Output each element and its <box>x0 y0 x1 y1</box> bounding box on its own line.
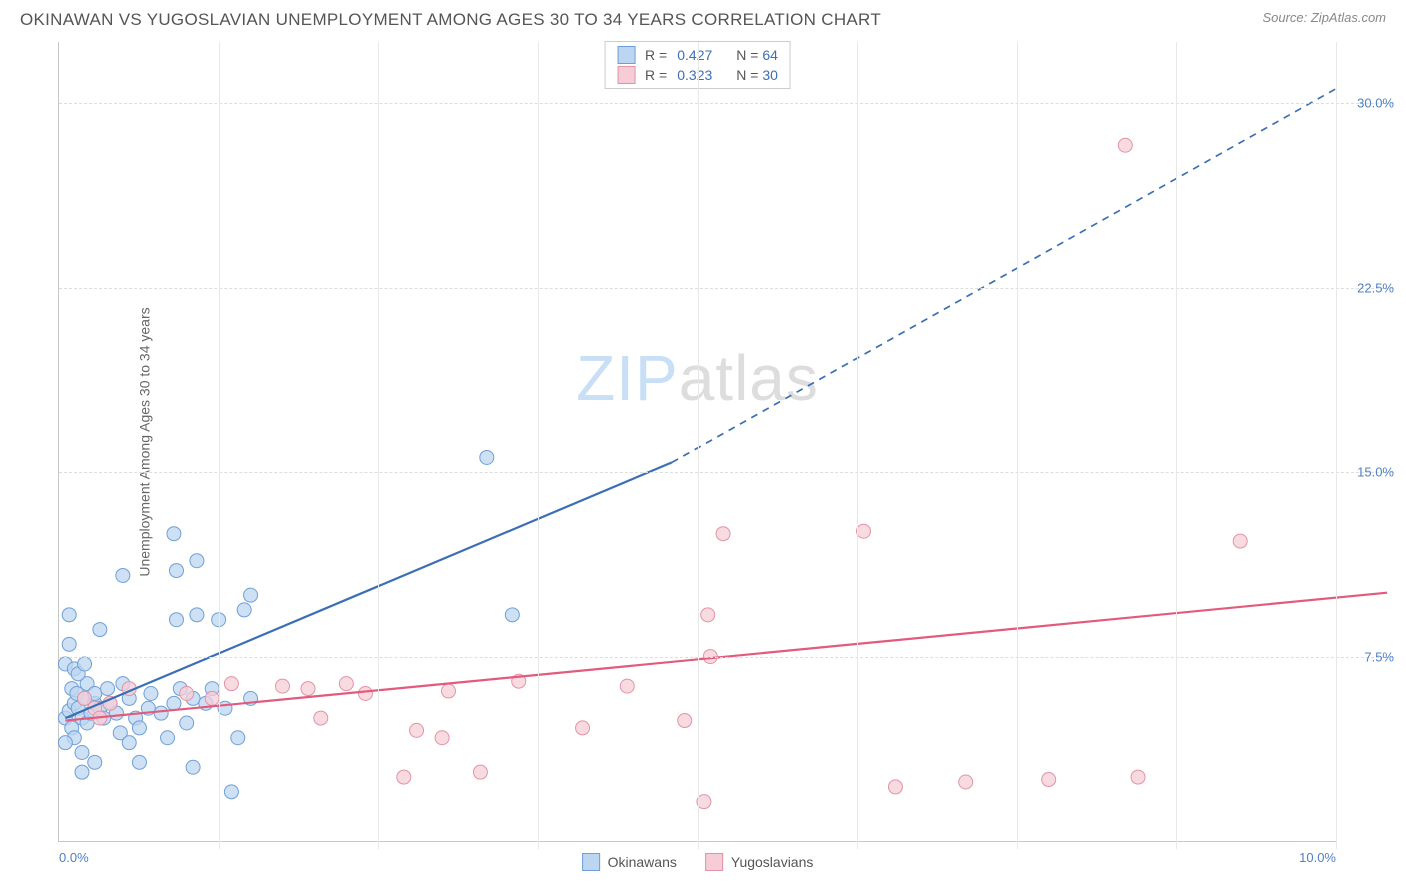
y-tick-label: 7.5% <box>1364 649 1394 664</box>
legend-swatch-1 <box>582 853 600 871</box>
legend: Okinawans Yugoslavians <box>582 853 814 871</box>
x-tick-label: 10.0% <box>1299 850 1336 865</box>
r-value-1: 0.427 <box>677 47 712 63</box>
chart-container: Unemployment Among Ages 30 to 34 years Z… <box>40 42 1336 842</box>
n-value-2: 30 <box>762 67 778 83</box>
legend-label-2: Yugoslavians <box>731 854 814 870</box>
chart-title: OKINAWAN VS YUGOSLAVIAN UNEMPLOYMENT AMO… <box>20 10 881 30</box>
legend-item-1: Okinawans <box>582 853 677 871</box>
n-label-1: N = <box>736 47 758 63</box>
x-tick-label: 0.0% <box>59 850 89 865</box>
y-tick-label: 22.5% <box>1357 280 1394 295</box>
legend-label-1: Okinawans <box>608 854 677 870</box>
swatch-series-1 <box>617 46 635 64</box>
plot-area: ZIPatlas R = 0.427 N = 64 R = 0.323 N = … <box>58 42 1336 842</box>
legend-swatch-2 <box>705 853 723 871</box>
swatch-series-2 <box>617 66 635 84</box>
source-text: Source: ZipAtlas.com <box>1262 10 1386 25</box>
n-value-1: 64 <box>762 47 778 63</box>
y-tick-label: 15.0% <box>1357 465 1394 480</box>
r-label-1: R = <box>645 47 667 63</box>
r-value-2: 0.323 <box>677 67 712 83</box>
n-label-2: N = <box>736 67 758 83</box>
y-tick-label: 30.0% <box>1357 96 1394 111</box>
r-label-2: R = <box>645 67 667 83</box>
legend-item-2: Yugoslavians <box>705 853 814 871</box>
